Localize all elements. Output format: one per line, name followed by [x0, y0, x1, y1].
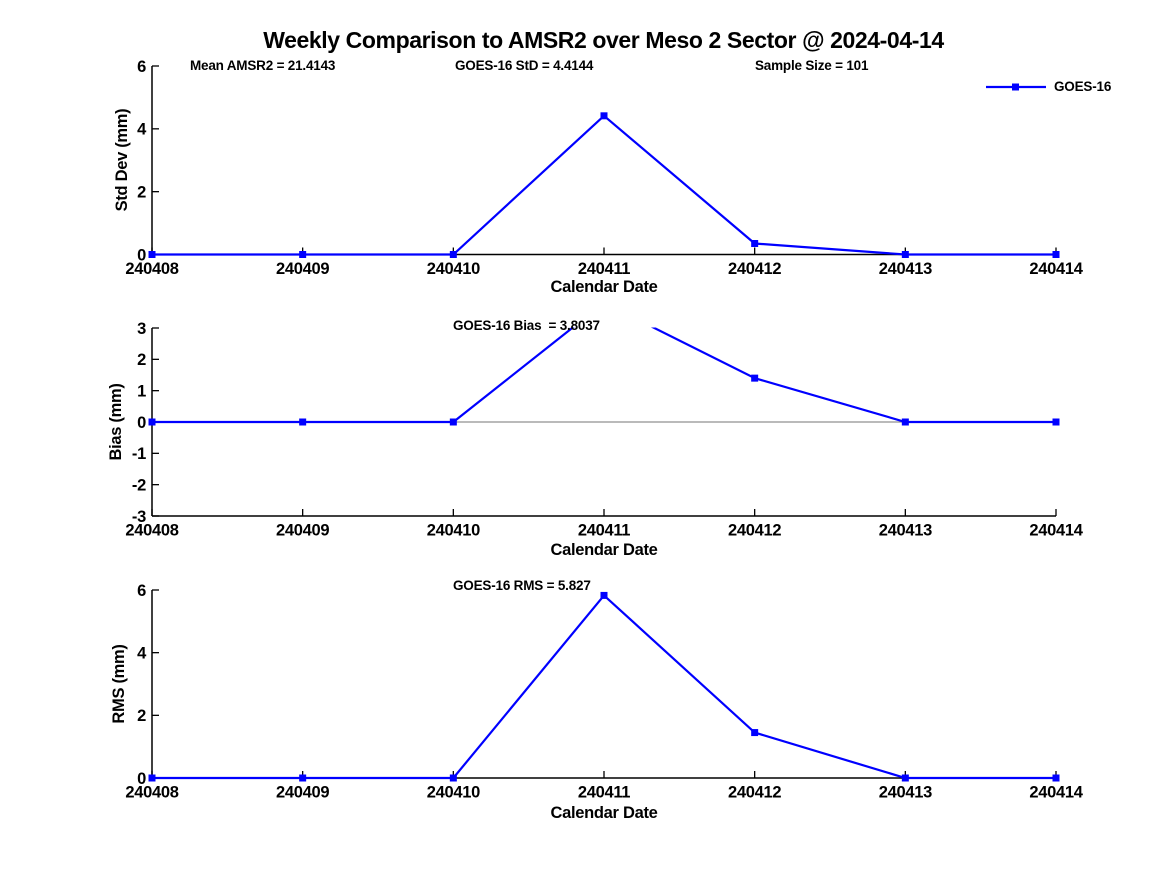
x-tick-label: 240413: [879, 784, 932, 802]
y-tick-label: 6: [137, 58, 146, 76]
x-tick-label: 240411: [578, 522, 630, 540]
y-tick-label: 3: [137, 320, 146, 338]
goes16-line: [152, 593, 1056, 780]
annotation-goes16-std: GOES-16 StD = 4.4144: [455, 58, 594, 73]
y-tick-label: 6: [137, 582, 146, 600]
data-point-marker: [1052, 774, 1060, 782]
y-tick-label: 2: [137, 707, 146, 725]
data-point-marker: [148, 774, 156, 782]
xlabel-calendar-date-1: Calendar Date: [550, 278, 658, 296]
data-point-marker: [751, 374, 759, 382]
series-group: [148, 299, 1060, 426]
data-point-marker: [1052, 251, 1060, 258]
x-tick-label: 240410: [427, 784, 480, 802]
x-tick-label: 240408: [125, 522, 178, 540]
x-tick-label: 240414: [1029, 784, 1083, 802]
data-point-marker: [600, 591, 608, 599]
data-point-marker: [751, 729, 759, 737]
series-group: [148, 591, 1060, 782]
ylabel-bias: Bias (mm): [107, 383, 125, 461]
x-tick-label: 240408: [125, 784, 178, 802]
data-point-marker: [449, 251, 457, 258]
x-tick-label: 240414: [1029, 260, 1083, 278]
x-tick-label: 240412: [728, 260, 781, 278]
x-tick-label: 240413: [879, 522, 932, 540]
y-tick-label: 4: [137, 644, 147, 662]
data-point-marker: [1052, 418, 1060, 426]
annotation-goes16-bias: GOES-16 Bias = 3.8037: [453, 318, 600, 333]
x-tick-label: 240412: [728, 522, 781, 540]
xlabel-calendar-date-3: Calendar Date: [550, 804, 658, 822]
goes16-line: [152, 114, 1056, 256]
y-tick-label: 0: [137, 770, 146, 788]
x-tick-label: 240414: [1029, 522, 1083, 540]
x-tick-label: 240410: [427, 260, 480, 278]
annotation-goes16-rms: GOES-16 RMS = 5.827: [453, 578, 591, 593]
y-tick-label: 1: [137, 382, 146, 400]
y-tick-label: 4: [137, 121, 147, 139]
legend: GOES-16: [985, 79, 1111, 94]
data-point-marker: [299, 774, 307, 782]
x-tick-label: 240409: [276, 260, 329, 278]
legend-line-icon: [986, 83, 1046, 90]
data-point-marker: [600, 112, 608, 120]
y-tick-label: 2: [137, 183, 146, 201]
data-point-marker: [901, 418, 909, 426]
y-tick-label: -1: [132, 445, 146, 463]
legend-label: GOES-16: [1054, 79, 1112, 94]
legend-square-marker-icon: [1012, 83, 1019, 90]
data-point-marker: [901, 774, 909, 782]
data-point-marker: [148, 418, 156, 426]
y-tick-label: -3: [132, 508, 146, 526]
x-tick-label: 240411: [578, 260, 630, 278]
data-point-marker: [449, 774, 457, 782]
y-tick-label: 0: [137, 414, 146, 432]
xlabel-calendar-date-2: Calendar Date: [550, 541, 658, 559]
x-tick-label: 240412: [728, 784, 781, 802]
y-tick-label: 0: [137, 246, 146, 264]
annotation-mean-amsr2: Mean AMSR2 = 21.4143: [190, 58, 336, 73]
data-point-marker: [601, 299, 608, 306]
data-point-marker: [148, 251, 156, 258]
ylabel-rms: RMS (mm): [110, 644, 128, 724]
goes16-line: [152, 327, 1056, 424]
x-tick-label: 240410: [427, 522, 480, 540]
annotation-sample-size: Sample Size = 101: [755, 58, 869, 73]
x-tick-label: 240413: [879, 260, 932, 278]
data-point-marker: [299, 251, 307, 258]
data-point-marker: [299, 418, 307, 426]
x-tick-label: 240409: [276, 522, 329, 540]
data-point-marker: [901, 251, 909, 258]
data-point-marker: [751, 240, 759, 248]
ylabel-std-dev: Std Dev (mm): [113, 108, 131, 212]
x-tick-label: 240409: [276, 784, 329, 802]
y-tick-label: 2: [137, 351, 146, 369]
x-tick-label: 240411: [578, 784, 630, 802]
figure-title: Weekly Comparison to AMSR2 over Meso 2 S…: [263, 27, 944, 53]
series-group: [148, 112, 1060, 258]
data-point-marker: [449, 418, 457, 426]
y-tick-label: -2: [132, 476, 146, 494]
x-tick-label: 240408: [125, 260, 178, 278]
